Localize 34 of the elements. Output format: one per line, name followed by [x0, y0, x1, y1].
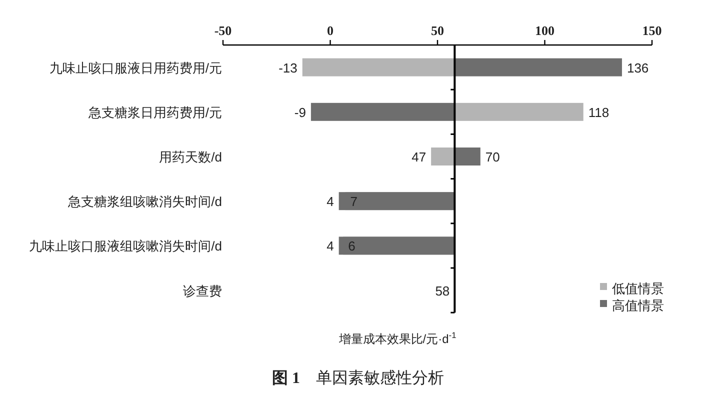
data-label: 7	[350, 194, 358, 210]
x-tick-label: 50	[431, 23, 444, 38]
data-label: 6	[348, 238, 356, 254]
data-label: 4	[326, 194, 334, 210]
annotation: 58	[435, 283, 450, 298]
legend-label: 低值情景	[612, 281, 664, 296]
x-tick-label: 150	[642, 23, 662, 38]
x-tick-label: -50	[214, 23, 232, 38]
x-tick-label: 100	[535, 23, 554, 38]
data-label: 47	[412, 150, 426, 164]
bar	[338, 236, 455, 255]
data-label: 136	[626, 60, 649, 76]
bar	[310, 102, 455, 121]
y-tick-label: 急支糖浆组咳嗽消失时间/d	[67, 194, 222, 210]
data-label: -9	[294, 104, 306, 120]
bar	[454, 102, 584, 121]
y-tick-label: 用药天数/d	[159, 150, 222, 164]
y-tick-label: 诊查费	[183, 283, 222, 298]
bar	[454, 58, 622, 76]
bar	[338, 192, 455, 210]
x-tick-label: 0	[327, 23, 334, 38]
data-label: 4	[326, 238, 334, 254]
y-tick-label: 急支糖浆日用药费用/元	[87, 104, 222, 120]
data-label: 118	[588, 104, 610, 120]
bar	[431, 148, 455, 166]
y-tick-label: 九味止咳口服液组咳嗽消失时间/d	[29, 238, 222, 254]
y-tick-label: 九味止咳口服液日用药费用/元	[49, 60, 222, 76]
data-label: -13	[278, 60, 298, 76]
x-axis-title: 增量成本效果比/元·d$^{-1}$	[338, 330, 457, 346]
bar	[454, 148, 480, 166]
data-label: 70	[485, 150, 500, 164]
legend-label: 高值情景	[612, 298, 664, 313]
text: 图 1 单因素敏感性分析	[272, 369, 444, 387]
bar	[302, 58, 455, 76]
